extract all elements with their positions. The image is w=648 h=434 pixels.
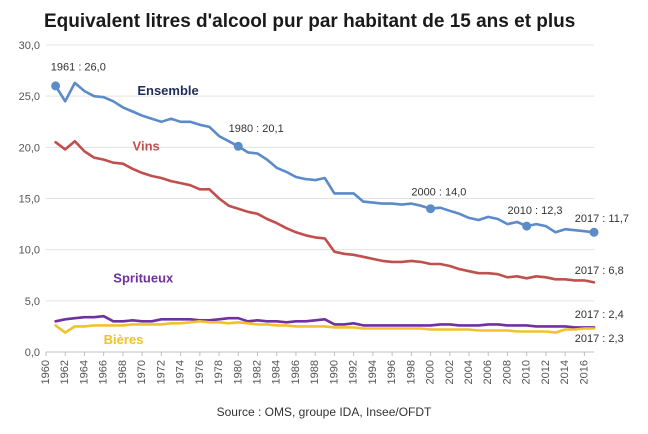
y-tick-label: 30,0 [19, 40, 40, 52]
x-tick-label: 2000 [425, 360, 437, 384]
x-tick-label: 2010 [521, 360, 533, 384]
x-tick-label: 1994 [367, 360, 379, 384]
x-tick-label: 2006 [482, 360, 494, 384]
annotation-label: 2000 : 14,0 [411, 186, 466, 198]
y-tick-label: 15,0 [19, 194, 40, 206]
x-tick-label: 1964 [78, 360, 90, 384]
x-tick-label: 1970 [136, 360, 148, 384]
annotation-point [51, 81, 61, 91]
annotation-label: 2017 : 2,4 [575, 309, 624, 321]
annotation-label: 2010 : 12,3 [507, 205, 562, 217]
annotation-point [426, 204, 436, 214]
annotation-label: 2017 : 6,8 [575, 265, 624, 277]
y-tick-label: 5,0 [25, 296, 40, 308]
x-tick-label: 1978 [213, 360, 225, 384]
annotation-label: 2017 : 2,3 [575, 333, 624, 345]
x-tick-label: 1976 [194, 360, 206, 384]
x-tick-label: 2016 [578, 360, 590, 384]
series-line-ensemble [54, 81, 596, 234]
y-tick-label: 10,0 [19, 245, 40, 257]
y-tick-label: 20,0 [19, 142, 40, 154]
x-tick-label: 1998 [405, 360, 417, 384]
x-tick-label: 1980 [232, 360, 244, 384]
series-label-vins: Vins [133, 138, 160, 153]
x-tick-label: 1982 [252, 360, 264, 384]
series-line-vins [54, 139, 596, 284]
series-label-bieres: Bières [104, 332, 144, 347]
series-line-spritueux [54, 314, 596, 329]
chart-source: Source : OMS, groupe IDA, Insee/OFDT [217, 405, 432, 419]
x-tick-label: 1972 [155, 360, 167, 384]
x-tick-label: 1996 [386, 360, 398, 384]
annotation-point [522, 221, 532, 231]
x-tick-label: 2008 [501, 360, 513, 384]
x-tick-label: 2014 [559, 360, 571, 384]
annotation-labels: 1961 : 26,0 1980 : 20,1 2000 : 14,0 2010 : … [51, 62, 629, 345]
annotation-point [589, 227, 599, 237]
series-label-ensemble: Ensemble [137, 83, 198, 98]
series-lines [54, 81, 596, 334]
series-label-spritueux: Spritueux [113, 270, 174, 285]
y-tick-label: 0,0 [25, 347, 40, 359]
x-tick-label: 1990 [328, 360, 340, 384]
annotation-label: 1980 : 20,1 [229, 123, 284, 135]
x-tick-label: 1966 [98, 360, 110, 384]
x-tick-label: 1960 [40, 360, 52, 384]
x-tick-label: 2002 [444, 360, 456, 384]
x-tick-label: 2004 [463, 360, 475, 384]
series-labels: Ensemble Vins Spritueux Bières [104, 83, 199, 347]
grid-lines [46, 44, 594, 353]
x-tick-label: 1988 [309, 360, 321, 384]
x-tick-label: 1992 [348, 360, 360, 384]
x-tick-label: 1984 [271, 360, 283, 384]
x-tick-label: 2012 [540, 360, 552, 384]
series-line-bieres [54, 319, 596, 334]
annotation-point [233, 141, 243, 151]
annotation-label: 1961 : 26,0 [51, 62, 106, 74]
x-tick-label: 1962 [59, 360, 71, 384]
x-axis-ticks: 1960 1962 1964 1966 1968 1970 1972 1974 1976 1978… [40, 352, 590, 384]
x-tick-label: 1968 [117, 360, 129, 384]
y-axis-ticks: 0,0 5,0 10,0 15,0 20,0 25,0 30,0 [19, 40, 40, 359]
x-tick-label: 1986 [290, 360, 302, 384]
y-tick-label: 25,0 [19, 91, 40, 103]
annotation-label: 2017 : 11,7 [575, 213, 629, 225]
annotation-markers [51, 81, 599, 237]
x-tick-label: 1974 [175, 360, 187, 384]
chart-title: Equivalent litres d'alcool pur par habit… [44, 11, 575, 32]
